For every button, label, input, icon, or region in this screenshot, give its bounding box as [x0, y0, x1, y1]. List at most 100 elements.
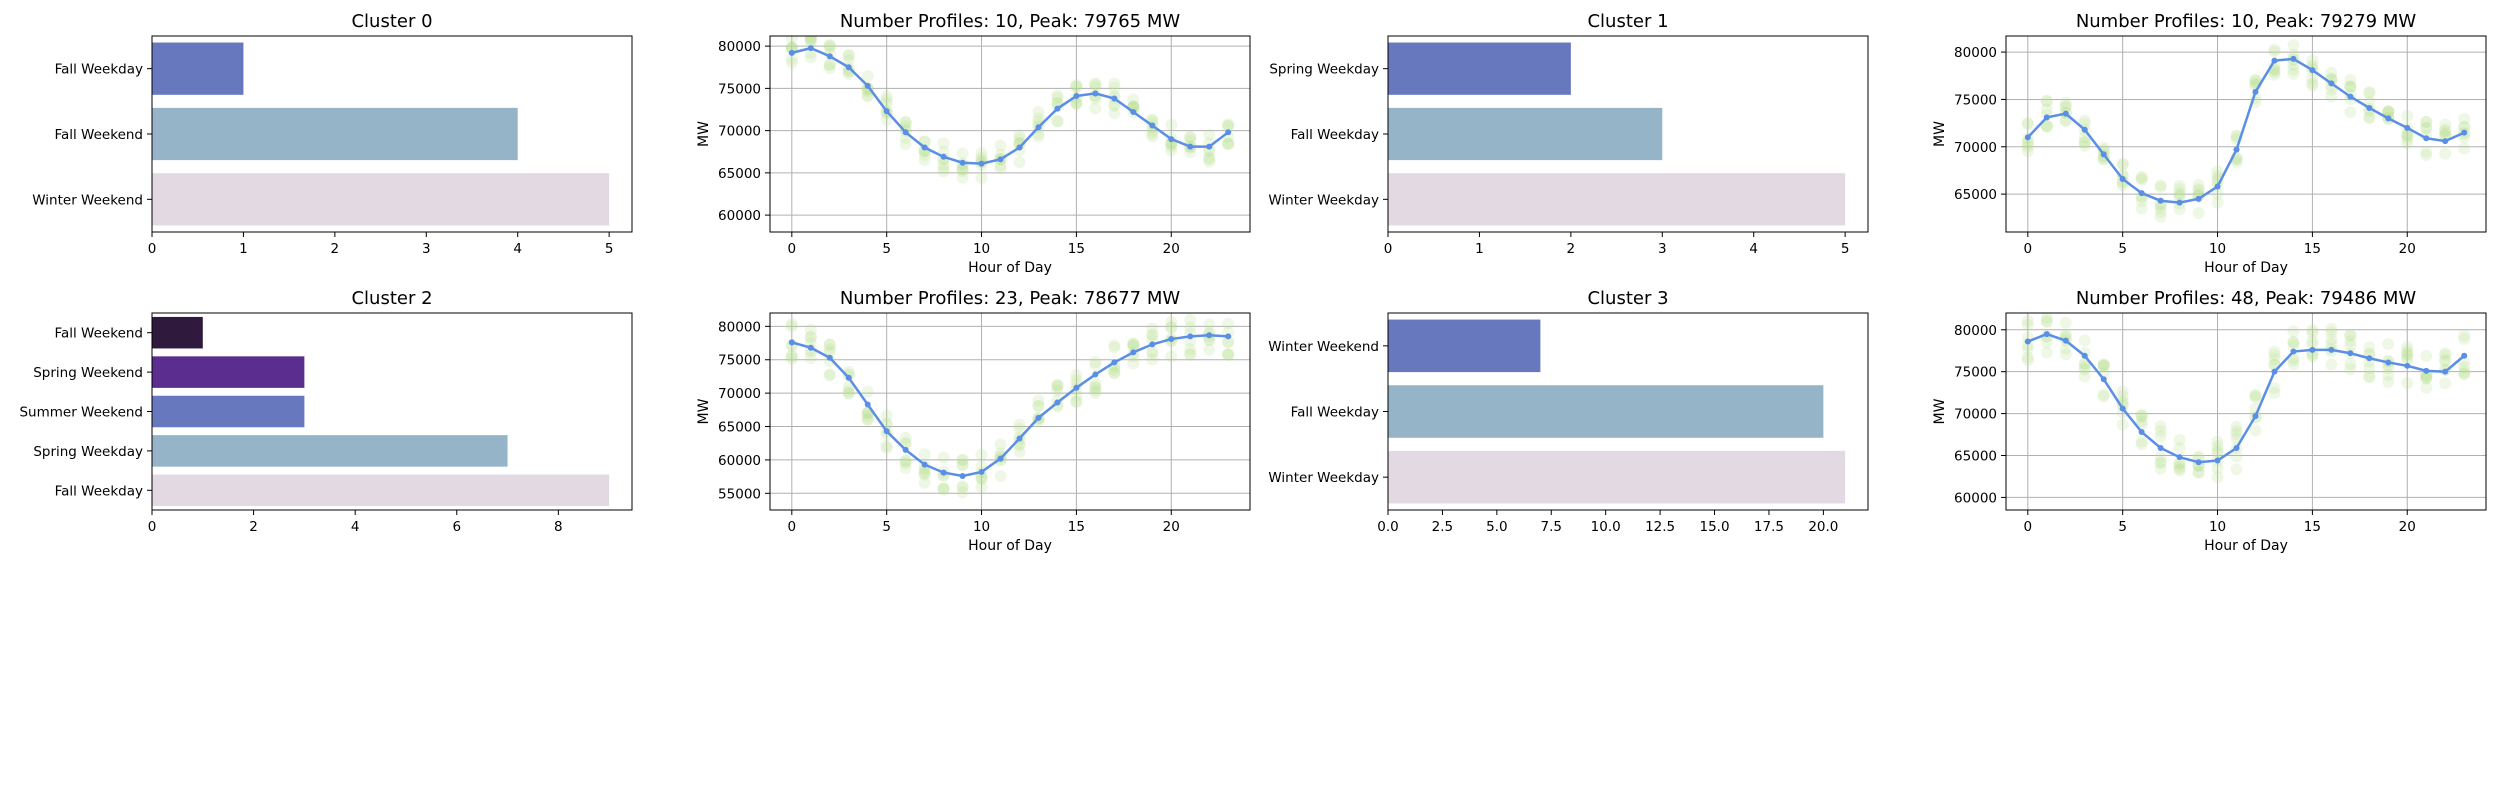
bar-winter-weekday — [1388, 173, 1846, 226]
profile-point — [2230, 463, 2243, 476]
profile-point — [956, 147, 969, 160]
profile-point — [1051, 380, 1064, 393]
profile-point — [2401, 340, 2414, 353]
profile-point — [994, 470, 1007, 483]
profile-point — [2097, 144, 2110, 157]
series-point-mean — [2214, 457, 2221, 464]
series-point-mean — [2461, 352, 2468, 359]
profile-point — [1108, 339, 1121, 352]
x-tick-label: 0 — [2024, 241, 2033, 257]
profile-point — [2211, 187, 2224, 200]
profile-point — [2116, 158, 2129, 171]
series-point-mean — [2138, 190, 2145, 197]
profile-point — [2439, 129, 2452, 142]
subplot-3: Number Profiles: 10, Peak: 79279 MW 0 5 10 1… — [1932, 11, 2487, 276]
profile-point — [2059, 342, 2072, 355]
x-tick-label: 10 — [973, 241, 990, 257]
profile-point — [2059, 114, 2072, 127]
profile-point — [2173, 203, 2186, 216]
profile-point — [2230, 156, 2243, 169]
x-tick-label: 1 — [239, 241, 248, 257]
series-point-mean — [2119, 175, 2126, 182]
profile-point — [2173, 442, 2186, 455]
profile-point — [2268, 353, 2281, 366]
profile-point — [2154, 181, 2167, 194]
profile-point — [2135, 435, 2148, 448]
profile-point — [2040, 95, 2053, 108]
y-tick-label: Winter Weekend — [32, 192, 143, 208]
x-tick-label: 20 — [1163, 241, 1180, 257]
profile-point — [1089, 78, 1102, 91]
y-tick-label: Fall Weekday — [1291, 405, 1379, 421]
series-point-mean — [1149, 341, 1156, 348]
profile-scatter — [2021, 39, 2471, 223]
profile-point — [1165, 144, 1178, 157]
profile-point — [937, 161, 950, 174]
series-point-mean — [1149, 122, 1156, 129]
series-point-mean — [807, 344, 814, 351]
series-point-mean — [864, 82, 871, 89]
profile-point — [2268, 382, 2281, 395]
profile-point — [2040, 313, 2053, 324]
profile-point — [2040, 103, 2053, 116]
profile-point — [2078, 370, 2091, 383]
y-tick-label: Spring Weekday — [1269, 62, 1379, 78]
profile-point — [2458, 367, 2471, 380]
profile-point — [1146, 322, 1159, 335]
x-tick-label: 10 — [2209, 519, 2226, 535]
profile-point — [2154, 430, 2167, 443]
profile-point — [2135, 410, 2148, 423]
profile-point — [994, 162, 1007, 175]
profile-point — [2382, 362, 2395, 375]
axes-frame — [769, 35, 1251, 233]
profile-point — [2268, 59, 2281, 72]
profile-point — [2192, 184, 2205, 197]
y-tick-label: 65000 — [718, 420, 761, 436]
profile-point — [785, 41, 798, 54]
profile-point — [2021, 145, 2034, 158]
profile-point — [2458, 120, 2471, 133]
profile-point — [1184, 348, 1197, 361]
profile-point — [2230, 450, 2243, 463]
profile-point — [842, 65, 855, 78]
profile-point — [1070, 389, 1083, 402]
profile-point — [2154, 210, 2167, 223]
profile-point — [956, 486, 969, 499]
series-point-mean — [1206, 143, 1213, 150]
series-line-mean — [791, 46, 1229, 165]
x-tick-label: 5 — [882, 519, 891, 535]
profile-point — [1165, 321, 1178, 334]
profile-point — [1089, 92, 1102, 105]
y-tick-label: 75000 — [718, 81, 761, 97]
y-tick-label: Fall Weekend — [54, 127, 143, 143]
subplot-title: Number Profiles: 10, Peak: 79765 MW — [840, 11, 1181, 32]
profile-point — [1127, 357, 1140, 370]
profile-point — [1032, 399, 1045, 412]
profile-point — [975, 448, 988, 461]
profile-point — [918, 448, 931, 461]
profile-point — [2097, 390, 2110, 403]
profile-point — [2097, 359, 2110, 372]
profile-point — [975, 481, 988, 494]
profile-point — [1108, 363, 1121, 376]
profile-point — [1089, 384, 1102, 397]
profile-point — [880, 93, 893, 106]
y-tick-label: Spring Weekday — [33, 444, 143, 460]
profile-point — [2116, 169, 2129, 182]
profile-point — [2344, 339, 2357, 352]
profile-point — [956, 458, 969, 471]
profile-point — [2439, 347, 2452, 360]
series-point-mean — [1206, 332, 1213, 339]
profile-point — [2154, 179, 2167, 192]
profile-point — [823, 62, 836, 75]
profile-point — [1070, 97, 1083, 110]
x-tick-label: 15 — [2304, 241, 2321, 257]
subplot-1: Number Profiles: 10, Peak: 79765 MW 0 5 10 1… — [696, 11, 1251, 276]
profile-point — [1108, 77, 1121, 90]
profile-point — [2325, 322, 2338, 335]
profile-point — [2040, 336, 2053, 349]
profile-point — [1070, 373, 1083, 386]
x-axis-label: Hour of Day — [968, 538, 1052, 554]
series-point-mean — [1035, 124, 1042, 131]
